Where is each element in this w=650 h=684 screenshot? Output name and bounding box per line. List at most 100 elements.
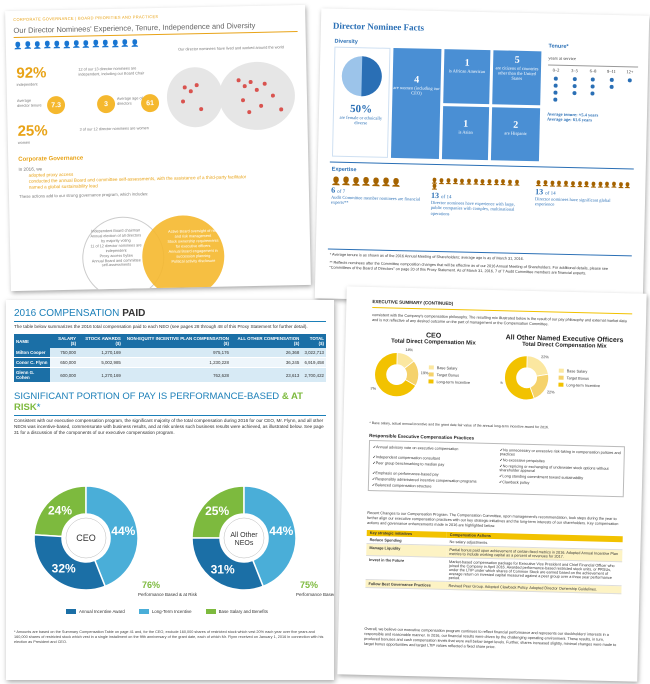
table-cell: 1,270,169 — [78, 367, 123, 384]
initiative-cell: Invest in the Future — [365, 555, 447, 582]
independence-note: 12 of our 13 director nominees are indep… — [78, 66, 145, 77]
legend-label: Target Bonus — [437, 373, 460, 378]
footnote: * Amounts are based on the Summary Compe… — [14, 630, 324, 644]
tenure-dot — [590, 84, 595, 89]
callout-label: Performance Based & at Risk — [138, 592, 198, 597]
expertise-audit: 👤👤👤👤👤👤👤 6 of 7 Audit Committee member no… — [331, 177, 422, 208]
mix-note: * Base salary, actual annual incentive a… — [369, 420, 549, 430]
table-header: NON-EQUITY INCENTIVE PLAN COMPENSATION (… — [122, 333, 231, 349]
independence-value: 92% — [16, 64, 47, 82]
women-block: 4 are women (including our CEO) — [390, 47, 442, 160]
world-map — [166, 61, 295, 130]
page-title: Director Nominee Facts — [332, 20, 425, 33]
chart-legend: Annual Incentive Award Long-Term Incenti… — [66, 609, 268, 615]
mix-slice — [374, 352, 417, 398]
table-body: Reduce Spending No salary adjustments. Man… — [365, 535, 623, 594]
table-header: NAME — [14, 333, 51, 349]
initiative-cell: Follow Best Governance Practices — [365, 579, 446, 590]
page-title: 2016 COMPENSATION PAID — [14, 308, 326, 319]
tenure-dot — [571, 90, 577, 95]
table-cell: 1,270,169 — [78, 348, 123, 359]
table-cell: 23,613 — [230, 367, 302, 384]
mix-slice-label: 56% — [500, 381, 504, 385]
slice-label: 44% — [111, 524, 135, 538]
expertise-heading: Expertise — [331, 166, 357, 174]
tenure-grid: 0–2 3–5 6–8 9–11 12+ — [547, 64, 639, 104]
expertise-text: Director nominees have significant globa… — [534, 196, 611, 208]
divider — [329, 161, 634, 170]
slice-label: 25% — [205, 504, 229, 518]
table-header-row: NAME SALARY ($) STOCK AWARDS ($) NON-EQUITY… — [14, 333, 326, 349]
executive-name: Glenn G. Cohen — [14, 367, 51, 384]
table-header: STOCK AWARDS ($) — [78, 333, 123, 349]
donut-title: NEOs — [235, 540, 254, 547]
ceo-mix-donut: 14% 19% 67% Base Salary Target Bonus Long-ter… — [368, 348, 470, 398]
table-row: Conor C. Flynn 650,000 5,002,985 1,230,228 3… — [14, 357, 326, 369]
tenure-dot — [572, 83, 577, 88]
page-header: EXECUTIVE SUMMARY (CONTINUED) — [372, 299, 633, 315]
mix-slice-label: 22% — [547, 390, 555, 394]
diversity-pie — [341, 56, 382, 97]
legend-item-lti: Long-Term Incentive — [138, 609, 192, 615]
heading-main: SIGNIFICANT PORTION OF PAY IS PERFORMANC… — [14, 391, 280, 403]
block-text: are Hispanic — [504, 130, 527, 137]
table-cell: 1,230,228 — [122, 357, 231, 369]
expertise-count: 6 — [331, 185, 336, 195]
tenure-range-bubble: 3 — [96, 94, 116, 114]
tenure-column: 6–8 — [584, 69, 601, 103]
tenure-column-label: 3–5 — [571, 68, 578, 74]
outro-paragraph: Overall, we believe our executive compen… — [364, 626, 617, 649]
governance-page: CORPORATE GOVERNANCE | BOARD PRIORITIES … — [5, 4, 311, 292]
section-heading: SIGNIFICANT PORTION OF PAY IS PERFORMANC… — [14, 391, 326, 413]
donut-slice — [243, 485, 297, 588]
callout-label: Performance Based & at Risk — [296, 592, 334, 597]
table-cell: 3,022,713 — [301, 348, 326, 359]
slice-label: 24% — [48, 503, 72, 517]
tenure-column: 3–5 — [566, 68, 583, 102]
legend-swatch — [428, 372, 434, 377]
tenure-panel: Tenure* years at service 0–2 3–5 6–8 9–11 12… — [547, 43, 639, 124]
legend-item-base: Base Salary and Benefits — [205, 609, 268, 615]
executive-summary-page: EXECUTIVE SUMMARY (CONTINUED) consistent… — [337, 286, 647, 682]
intro-paragraph: consistent with the Company's compensati… — [371, 313, 627, 327]
table-cell: 6,919,458 — [301, 357, 326, 369]
table-header: SALARY ($) — [50, 333, 79, 349]
compensation-table: NAME SALARY ($) STOCK AWARDS ($) NON-EQUITY… — [14, 333, 326, 384]
neo-mix-donut: 22% 22% 56% Base Salary Target Bonus Long-ter… — [495, 355, 600, 401]
table-header: ALL OTHER COMPENSATION ($) — [230, 333, 302, 349]
tenure-column-label: 12+ — [626, 69, 634, 75]
compensation-page: 2016 COMPENSATION PAID The table below s… — [6, 300, 334, 680]
intro-paragraph: The table below summarizes the 2016 tota… — [14, 324, 308, 329]
legend-label: Long-term Incentive — [436, 380, 470, 385]
expertise-global: 👤👤👤👤👤👤👤👤👤👤👤👤👤👤 13 of 14 Director nominee… — [535, 181, 632, 209]
mix-slice-label: 19% — [421, 371, 429, 375]
expertise-public-company: 👤👤👤👤👤👤👤👤👤👤👤👤👤👤 13 of 14 Director nominee… — [431, 179, 524, 218]
legend-label: Base Salary — [567, 369, 588, 374]
tenure-dot — [590, 77, 595, 82]
mix-slice-label: 22% — [541, 355, 549, 359]
avg-age: Average age: 61.6 years — [546, 116, 593, 123]
slice-label: 44% — [269, 524, 293, 538]
callout-value: 76% — [142, 580, 160, 590]
expertise-icons: 👤👤👤👤👤👤👤👤👤👤👤👤👤👤 — [431, 178, 521, 192]
donut-slice — [33, 485, 87, 538]
tenure-column: 9–11 — [603, 69, 620, 103]
women-note: 3 of our 12 director nominees are women — [79, 126, 149, 132]
heading-at-risk: & AT RISK — [14, 391, 303, 414]
age-label: Average age of directors — [116, 96, 143, 106]
legend-label: Target Bonus — [567, 376, 590, 381]
actions-table: Key strategic initiatives Compensation A… — [365, 529, 623, 594]
venn-right-list: Active Board oversight of risk and risk … — [166, 229, 221, 265]
legend-swatch — [558, 368, 564, 373]
executive-name: Milton Cooper — [14, 348, 51, 359]
table-cell: 36,245 — [230, 357, 302, 369]
expertise-count: 13 — [535, 187, 544, 197]
legend-swatch — [428, 365, 434, 370]
tenure-column-label: 9–11 — [606, 69, 616, 75]
tenure-dot — [609, 77, 614, 82]
ceo-mix-panel: CEO Total Direct Compensation Mix 14% 19%… — [368, 331, 496, 414]
table-header: TOTAL ($) — [301, 333, 326, 349]
executive-name: Conor C. Flynn — [14, 357, 51, 369]
independence-label: independent — [16, 82, 38, 87]
block-text: are women (including our CEO) — [393, 84, 440, 96]
